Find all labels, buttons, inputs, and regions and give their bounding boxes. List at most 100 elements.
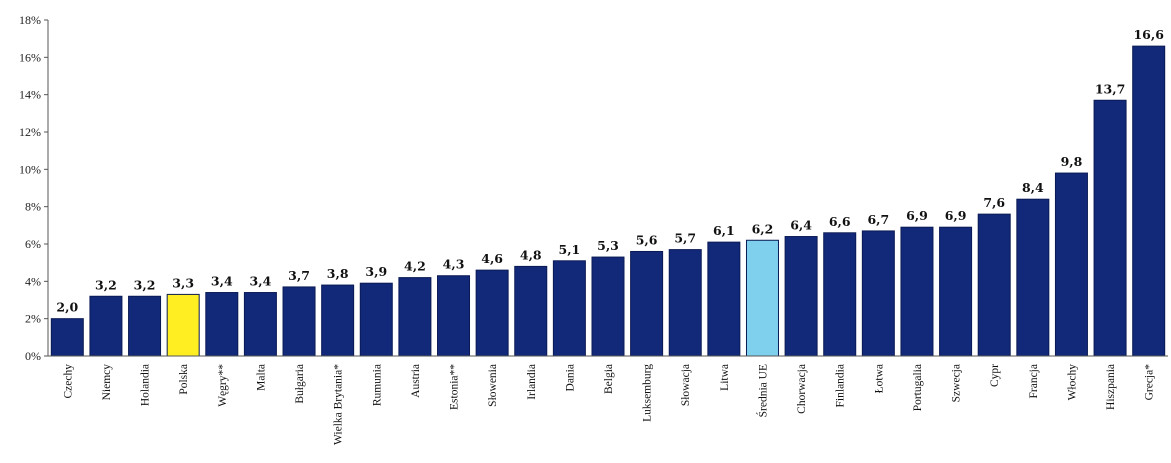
category-label: Dania <box>564 364 576 391</box>
bar <box>707 241 741 357</box>
data-label: 6,6 <box>829 214 851 229</box>
bar <box>205 292 239 357</box>
data-label: 4,6 <box>481 251 503 266</box>
category-label: Holandia <box>140 364 152 406</box>
data-label: 6,7 <box>867 212 889 227</box>
y-tick-label: 14% <box>19 88 41 102</box>
category-label: Hiszpania <box>1105 364 1117 410</box>
bar <box>321 284 355 357</box>
category-label: Włochy <box>1066 364 1078 401</box>
bars <box>50 45 1166 357</box>
bar <box>552 260 586 357</box>
category-label: Słowenia <box>487 364 499 407</box>
data-label: 5,6 <box>636 232 658 247</box>
bar <box>1054 172 1088 357</box>
data-label: 4,8 <box>520 247 542 262</box>
data-label: 2,0 <box>56 300 78 315</box>
bar <box>668 249 702 357</box>
data-label: 3,4 <box>211 274 233 289</box>
data-label: 5,7 <box>674 231 696 246</box>
data-label: 6,1 <box>713 223 735 238</box>
data-label: 13,7 <box>1095 81 1125 96</box>
y-tick-label: 16% <box>19 50 41 64</box>
data-label: 3,7 <box>288 268 310 283</box>
data-label: 7,6 <box>983 195 1005 210</box>
category-label: Austria <box>410 364 422 398</box>
bar <box>398 277 432 357</box>
data-label: 8,4 <box>1022 180 1044 195</box>
y-tick-label: 2% <box>25 312 41 326</box>
category-label: Szwecja <box>951 364 963 402</box>
category-label: Malta <box>255 364 267 391</box>
y-tick-label: 6% <box>25 237 41 251</box>
bar <box>1016 198 1050 357</box>
y-tick-label: 12% <box>19 125 41 139</box>
category-label: Łotwa <box>873 364 885 393</box>
y-tick-label: 0% <box>25 349 41 363</box>
bar <box>977 213 1011 357</box>
bar <box>861 230 895 357</box>
bar <box>1093 99 1127 357</box>
category-label: Francja <box>1028 364 1040 398</box>
category-label: Polska <box>178 364 190 395</box>
bar <box>282 286 316 357</box>
category-label: Czechy <box>62 364 74 399</box>
category-label: Niemcy <box>101 364 113 401</box>
bar <box>900 226 934 357</box>
data-label: 9,8 <box>1061 154 1083 169</box>
bar <box>1132 45 1166 357</box>
data-label: 16,6 <box>1133 27 1164 42</box>
category-label: Belgia <box>603 364 615 394</box>
bar <box>745 239 779 357</box>
bar <box>166 293 200 357</box>
category-label: Rumunia <box>371 364 383 406</box>
bar <box>128 295 162 357</box>
category-label: Średnia UE <box>755 364 769 417</box>
y-tick-label: 8% <box>25 200 41 214</box>
data-label: 4,3 <box>443 257 465 272</box>
bar <box>359 282 393 357</box>
category-label: Estonia** <box>449 364 461 410</box>
data-label: 3,9 <box>365 264 387 279</box>
bar <box>630 250 664 357</box>
bar <box>784 236 818 357</box>
category-label: Grecja* <box>1144 364 1156 401</box>
category-label: Chorwacja <box>796 364 808 414</box>
category-label: Irlandia <box>526 364 538 400</box>
bar <box>437 275 471 357</box>
category-label: Wielka Brytania* <box>333 364 345 445</box>
bar <box>50 318 84 357</box>
data-label: 4,2 <box>404 259 426 274</box>
data-label: 3,4 <box>250 274 272 289</box>
category-label: Bułgaria <box>294 364 306 404</box>
y-tick-label: 18% <box>19 13 41 27</box>
bar <box>823 232 857 357</box>
x-axis: Czechy Niemcy Holandia Polska Węgry** Malta Bu… <box>48 355 1168 445</box>
bar <box>475 269 509 357</box>
bar <box>514 265 548 357</box>
category-label: Węgry** <box>217 364 229 407</box>
category-label: Finlandia <box>835 364 847 407</box>
y-tick-label: 10% <box>19 162 41 176</box>
data-label: 5,3 <box>597 238 619 253</box>
data-label: 6,9 <box>906 208 928 223</box>
category-label: Cypr <box>989 364 1001 387</box>
data-label: 6,9 <box>945 208 967 223</box>
bar <box>89 295 123 357</box>
category-label: Litwa <box>719 364 731 391</box>
category-label: Portugalia <box>912 364 924 411</box>
category-label: Luksemburg <box>642 364 654 422</box>
data-labels: 2,0 3,2 3,2 3,3 3,4 3,4 3,7 3,8 3,9 4,2 4,3 4,6 4,8 5… <box>56 27 1164 315</box>
y-tick-label: 4% <box>25 274 41 288</box>
bar <box>243 292 277 357</box>
data-label: 6,4 <box>790 218 812 233</box>
data-label: 3,8 <box>327 266 349 281</box>
data-label: 3,3 <box>172 275 194 290</box>
data-label: 6,2 <box>752 221 774 236</box>
data-label: 5,1 <box>559 242 581 257</box>
y-axis: 0% 2% 4% 6% 8% 10% 12% 14% 16% 18% <box>19 13 49 363</box>
data-label: 3,2 <box>134 277 156 292</box>
data-label: 3,2 <box>95 277 117 292</box>
bar <box>939 226 973 357</box>
